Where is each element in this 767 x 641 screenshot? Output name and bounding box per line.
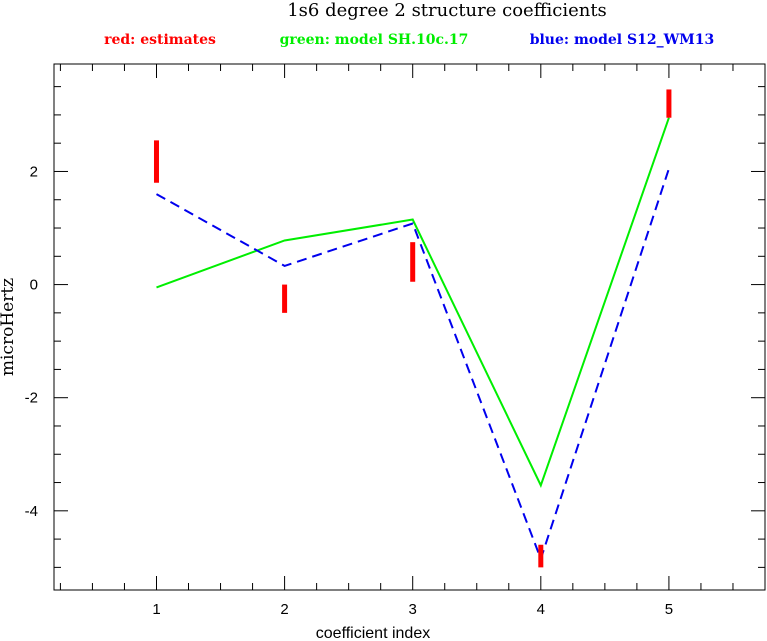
x-tick-label: 1 (152, 601, 160, 618)
y-tick-label: 0 (30, 277, 38, 294)
legend-estimates: red: estimates (104, 32, 216, 48)
blue-model-line (155, 168, 670, 562)
legend-green-model: green: model SH.10c.17 (280, 32, 469, 48)
y-tick-label: 2 (30, 163, 38, 180)
x-axis-label: coefficient index (316, 625, 430, 641)
y-tick-label: -4 (25, 503, 38, 520)
x-tick-label: 3 (409, 601, 417, 618)
x-tick-label: 2 (280, 601, 288, 618)
legend-blue-model: blue: model S12_WM13 (530, 32, 715, 48)
plot-frame (53, 63, 766, 591)
x-tick-label: 4 (537, 601, 545, 618)
y-axis-label: microHertz (0, 278, 18, 376)
x-tick-label: 5 (665, 601, 673, 618)
green-model-line (156, 117, 670, 488)
chart-title: 1s6 degree 2 structure coefficients (287, 0, 607, 21)
y-tick-label: -2 (25, 390, 38, 407)
